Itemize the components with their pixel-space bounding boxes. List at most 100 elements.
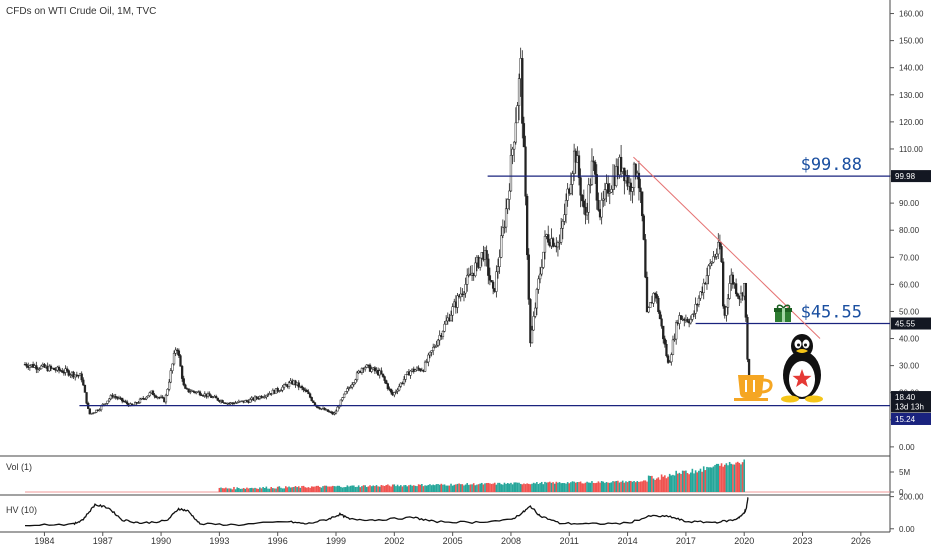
time-tick-label: 2008 bbox=[501, 536, 521, 546]
volume-bar bbox=[647, 475, 650, 492]
candle-body bbox=[386, 383, 389, 389]
volume-bar bbox=[719, 465, 721, 492]
volume-bar bbox=[276, 486, 279, 492]
volume-bar bbox=[702, 466, 705, 492]
candle-body bbox=[500, 235, 503, 258]
volume-bar bbox=[644, 480, 647, 492]
volume-bar bbox=[246, 487, 248, 492]
candle-body bbox=[647, 307, 650, 313]
candle-body bbox=[718, 242, 722, 247]
volume-bar bbox=[387, 484, 389, 492]
volume-bar bbox=[335, 486, 337, 492]
volume-bar bbox=[404, 485, 407, 492]
candle-body bbox=[746, 317, 749, 360]
volume-bar bbox=[688, 474, 690, 492]
volume-bar bbox=[273, 488, 276, 492]
volume-bar bbox=[344, 487, 347, 492]
volume-bar bbox=[485, 483, 488, 492]
volume-bar bbox=[301, 485, 303, 492]
volume-bar bbox=[278, 486, 281, 492]
candle-body bbox=[265, 395, 268, 398]
volume-bar bbox=[633, 481, 635, 492]
candle-body bbox=[221, 400, 224, 403]
volume-bar bbox=[500, 484, 503, 492]
candle-body bbox=[660, 318, 663, 327]
volume-bar bbox=[638, 481, 640, 492]
volume-bar bbox=[527, 483, 530, 492]
volume-bar bbox=[430, 485, 433, 492]
candle-body bbox=[606, 183, 610, 194]
candle-body bbox=[35, 365, 38, 370]
candle-body bbox=[610, 189, 613, 193]
candle-body bbox=[657, 297, 660, 313]
volume-bar bbox=[244, 488, 247, 492]
volume-bar bbox=[455, 484, 457, 492]
candle-body bbox=[547, 234, 550, 243]
price-tick-label: 30.00 bbox=[899, 362, 920, 371]
volume-bar bbox=[220, 487, 222, 492]
candle-body bbox=[62, 372, 66, 374]
volume-bar bbox=[403, 485, 405, 492]
candle-body bbox=[584, 206, 587, 216]
candle-body bbox=[308, 393, 312, 398]
volume-bar bbox=[550, 482, 553, 492]
candle-body bbox=[48, 365, 51, 372]
volume-bar bbox=[231, 489, 234, 492]
volume-bar bbox=[740, 464, 742, 492]
time-tick-label: 2014 bbox=[618, 536, 638, 546]
volume-bar bbox=[498, 482, 501, 492]
time-tick-label: 2023 bbox=[793, 536, 813, 546]
candle-body bbox=[644, 239, 647, 278]
volume-bar bbox=[221, 488, 224, 492]
time-tick-label: 1984 bbox=[34, 536, 54, 546]
volume-bar bbox=[374, 486, 376, 492]
candle-body bbox=[658, 311, 662, 320]
candle-body bbox=[699, 291, 702, 299]
candle-body bbox=[441, 331, 445, 337]
volume-bar bbox=[375, 485, 378, 492]
price-tick-label: 60.00 bbox=[899, 280, 920, 289]
candle-body bbox=[72, 371, 75, 378]
volume-bar bbox=[388, 485, 391, 492]
volume-bar bbox=[628, 480, 631, 492]
volume-bar bbox=[519, 483, 522, 492]
volume-bar bbox=[497, 482, 499, 492]
volume-bar bbox=[346, 485, 349, 492]
candle-body bbox=[249, 399, 252, 403]
candle-body bbox=[517, 78, 521, 106]
candle-body bbox=[543, 236, 547, 253]
candle-body bbox=[438, 335, 441, 341]
volume-bar bbox=[401, 486, 404, 492]
candle-body bbox=[623, 167, 626, 182]
volume-bar bbox=[336, 485, 339, 492]
volume-bar bbox=[349, 485, 352, 492]
volume-bar bbox=[327, 486, 329, 492]
candle-body bbox=[513, 141, 516, 150]
volume-bar bbox=[553, 483, 556, 492]
candle-body bbox=[443, 323, 446, 332]
volume-bar bbox=[602, 481, 605, 492]
volume-bar bbox=[568, 483, 571, 492]
volume-bar bbox=[307, 487, 310, 492]
volume-bar bbox=[720, 463, 723, 492]
candle-body bbox=[169, 370, 172, 383]
volume-bar bbox=[732, 464, 734, 492]
candle-body bbox=[389, 388, 393, 393]
volume-pane-label: Vol (1) bbox=[6, 462, 33, 472]
candle-body bbox=[283, 384, 286, 388]
candle-body bbox=[534, 307, 537, 317]
price-tick-label: 80.00 bbox=[899, 226, 920, 235]
volume-bar bbox=[693, 473, 695, 492]
volume-bar bbox=[685, 470, 687, 492]
volume-bar bbox=[393, 484, 396, 492]
price-tick-label: 110.00 bbox=[899, 145, 923, 154]
volume-bar bbox=[699, 468, 702, 492]
volume-bar bbox=[239, 488, 242, 492]
volume-bar bbox=[560, 483, 562, 492]
volume-bar bbox=[236, 487, 239, 492]
candle-body bbox=[538, 273, 542, 280]
volume-bar bbox=[513, 482, 515, 492]
volume-bar bbox=[592, 482, 595, 492]
hv-tick-label: 0.00 bbox=[899, 525, 915, 534]
